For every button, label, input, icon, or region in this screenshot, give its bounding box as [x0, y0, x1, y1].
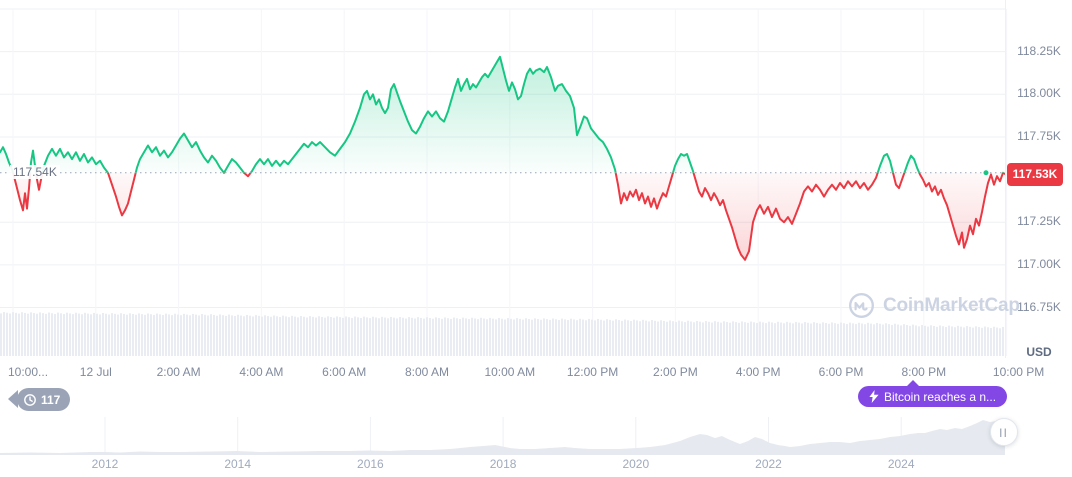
y-axis-label: 118.00K — [1017, 86, 1061, 101]
news-alert-text: Bitcoin reaches a n... — [884, 389, 997, 404]
baseline-price-label: 117.54K — [10, 164, 60, 179]
clock-icon — [24, 393, 36, 406]
x-axis-label: 10:00 PM — [992, 365, 1045, 379]
lightning-icon — [869, 390, 879, 403]
watermark: CoinMarketCap — [848, 292, 1020, 319]
x-axis-label: 8:00 AM — [404, 365, 450, 379]
navigator-range-handle[interactable]: || — [990, 418, 1018, 446]
navigator-year-label: 2018 — [489, 457, 517, 471]
x-axis-label: 12:00 PM — [566, 365, 619, 379]
navigator-year-axis: 2012 2014 2016 2018 2020 2022 2024 — [0, 457, 1072, 473]
x-axis-label: 6:00 AM — [322, 365, 367, 379]
history-countdown-pill[interactable]: 117 — [7, 388, 71, 411]
news-alert-badge[interactable]: Bitcoin reaches a n... — [858, 380, 1008, 407]
x-axis-label: 10:00... — [8, 365, 49, 379]
x-axis-label: 2:00 AM — [156, 365, 201, 379]
coinmarketcap-logo-icon — [849, 293, 874, 318]
navigator-year-label: 2022 — [755, 457, 782, 471]
y-axis-label: 117.75K — [1017, 128, 1061, 143]
watermark-text: CoinMarketCap — [883, 294, 1020, 316]
navigator-year-label: 2024 — [887, 457, 915, 471]
x-axis-label: 10:00 AM — [484, 365, 536, 379]
x-axis-label: 4:00 PM — [735, 365, 781, 379]
y-axis-label: 117.25K — [1017, 214, 1061, 229]
y-axis-label: 118.25K — [1017, 43, 1061, 58]
history-pill-label: 117 — [41, 392, 61, 407]
x-axis-label: 8:00 PM — [901, 365, 947, 379]
navigator-year-label: 2020 — [622, 457, 650, 471]
y-axis: USD 118.25K 118.00K 117.75K 117.25K 117.00K 1… — [1006, 0, 1072, 360]
drag-grip-icon: || — [999, 427, 1009, 437]
x-axis-label: 4:00 AM — [239, 365, 284, 379]
x-axis-label: 6:00 PM — [818, 365, 864, 379]
y-axis-label: 116.75K — [1017, 299, 1061, 314]
navigator-year-label: 2014 — [224, 457, 252, 471]
x-axis-label: 2:00 PM — [653, 365, 698, 379]
current-price-badge: 117.53K — [1007, 162, 1063, 186]
navigator-year-label: 2016 — [357, 457, 384, 471]
x-axis-label: 12 Jul — [79, 365, 112, 379]
navigator-year-label: 2012 — [91, 457, 119, 471]
currency-unit-label: USD — [1026, 345, 1052, 359]
x-axis: 10:00... 12 Jul 2:00 AM 4:00 AM 6:00 AM 8:00 … — [0, 365, 1072, 381]
y-axis-label: 117.00K — [1017, 256, 1061, 271]
